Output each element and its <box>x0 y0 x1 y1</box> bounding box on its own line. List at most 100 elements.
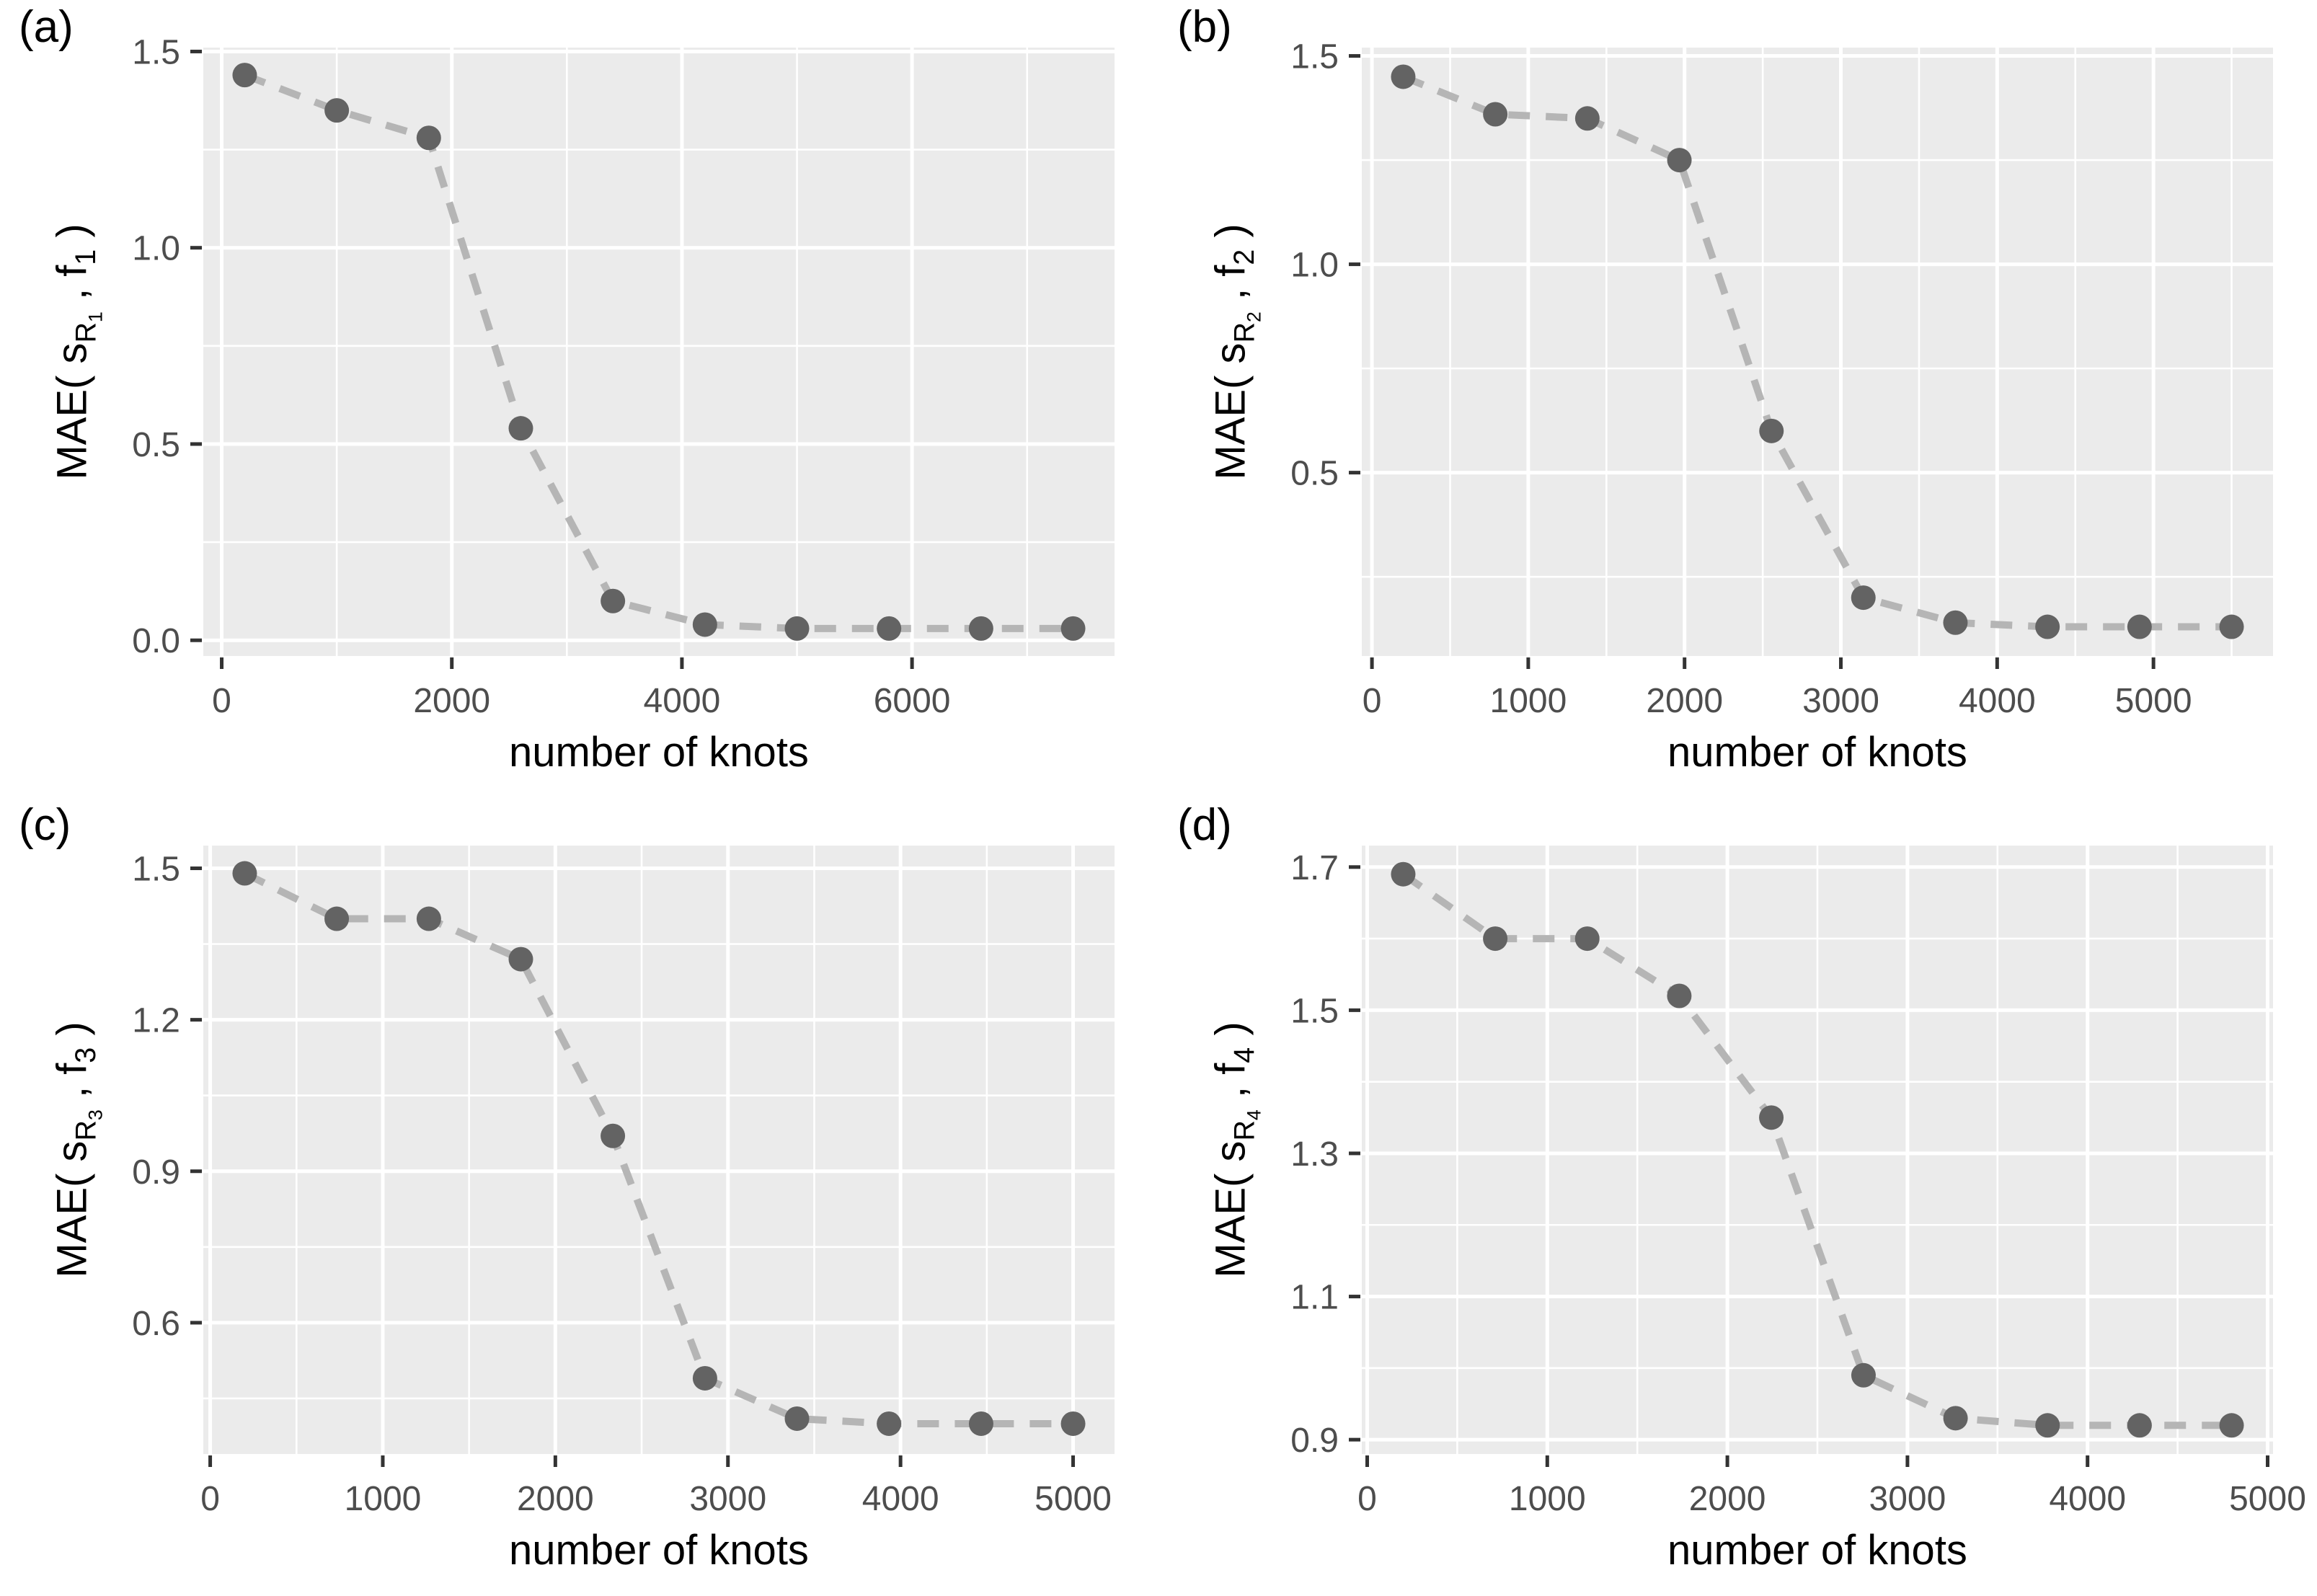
x-tick-label: 1000 <box>1509 1480 1586 1518</box>
panel-a-plot: 0 2000 4000 6000 0.0 0.5 1.0 1.5 <box>132 33 1115 720</box>
y-tick-labels: 0.5 1.0 1.5 <box>1290 38 1339 493</box>
data-point <box>1667 148 1692 173</box>
data-point <box>1574 926 1600 952</box>
x-tick-label: 2000 <box>1689 1480 1766 1518</box>
data-point <box>877 1411 902 1436</box>
x-tick-label: 3000 <box>689 1480 766 1518</box>
data-point <box>232 63 257 88</box>
panel-c-y-axis-title: MAE( sR3 , f3 ) <box>48 1021 106 1278</box>
panel-a-y-axis-title: MAE( sR1 , f1 ) <box>48 223 106 480</box>
x-tick-label: 4000 <box>1959 682 2036 720</box>
data-point <box>232 861 257 886</box>
major-gridlines <box>203 846 1115 1454</box>
x-tick-label: 2000 <box>1646 682 1723 720</box>
y-tick-label: 0.9 <box>132 1153 180 1192</box>
y-tick-label: 0.5 <box>1290 455 1339 493</box>
y-tick-label: 1.2 <box>132 1002 180 1040</box>
panel-c: (c) MAE( sR3 , f3 ) 0 1000 2000 3000 4000 500… <box>0 798 1158 1596</box>
y-tick-label: 1.7 <box>1290 849 1339 887</box>
data-point <box>784 616 810 641</box>
y-tick-label: 1.1 <box>1290 1279 1339 1317</box>
x-tick-labels: 0 1000 2000 3000 4000 5000 <box>1357 1480 2306 1518</box>
data-point <box>1943 610 1968 635</box>
data-point <box>324 906 350 931</box>
plot-panel-background <box>203 48 1115 656</box>
data-point <box>2219 1413 2244 1438</box>
data-point <box>416 906 441 931</box>
x-tick-label: 0 <box>200 1480 220 1518</box>
data-point <box>2035 614 2060 639</box>
x-tick-label: 3000 <box>1869 1480 1946 1518</box>
panel-b: (b) MAE( sR2 , f2 ) 0 1000 2000 3000 4000 500… <box>1158 0 2317 798</box>
x-tick-label: 5000 <box>1035 1480 1112 1518</box>
y-tick-label: 1.0 <box>1290 247 1339 285</box>
x-tick-label: 1000 <box>345 1480 422 1518</box>
panel-c-x-axis-title: number of knots <box>509 1527 809 1574</box>
minor-gridlines <box>1362 48 2273 656</box>
data-point <box>1759 1105 1784 1130</box>
panel-b-x-axis-title: number of knots <box>1667 729 1967 776</box>
panel-a-x-axis-title: number of knots <box>509 729 809 776</box>
y-tick-label: 1.0 <box>132 230 180 268</box>
y-tick-label: 0.9 <box>1290 1422 1339 1460</box>
data-point <box>1391 861 1416 887</box>
data-point <box>2127 614 2152 639</box>
minor-gridlines <box>203 48 1115 656</box>
x-tick-labels: 0 1000 2000 3000 4000 5000 <box>200 1480 1112 1518</box>
data-point <box>692 612 717 637</box>
data-point <box>1943 1406 1968 1431</box>
data-point <box>601 588 626 613</box>
panel-d-x-axis-title: number of knots <box>1667 1527 1967 1574</box>
data-point <box>601 1123 626 1148</box>
axis-tick-marks <box>190 49 914 669</box>
minor-gridlines <box>203 846 1115 1454</box>
data-point <box>784 1406 810 1431</box>
panel-d-y-axis-title: MAE( sR4 , f4 ) <box>1207 1021 1264 1278</box>
x-tick-label: 4000 <box>862 1480 939 1518</box>
axis-tick-marks <box>1349 54 2156 669</box>
axis-tick-marks <box>1349 865 2270 1467</box>
panel-a: (a) MAE( sR1 , f1 ) 0 2000 4000 6000 0.0 0.5 1… <box>0 0 1158 798</box>
data-points <box>1391 861 2244 1438</box>
panel-c-plot: 0 1000 2000 3000 4000 5000 0.6 0.9 1.2 1.5 <box>132 846 1115 1518</box>
data-point <box>1574 106 1600 131</box>
data-point <box>1483 102 1508 127</box>
y-tick-label: 1.5 <box>1290 38 1339 76</box>
x-tick-label: 4000 <box>644 682 721 720</box>
data-points <box>232 861 1086 1436</box>
data-point <box>692 1365 717 1391</box>
data-points <box>1391 64 2244 639</box>
data-point <box>968 1411 993 1436</box>
x-tick-label: 1000 <box>1490 682 1567 720</box>
x-tick-label: 4000 <box>2049 1480 2126 1518</box>
data-point <box>1851 1362 1876 1388</box>
axis-tick-marks <box>190 866 1076 1467</box>
series-dashed-line <box>243 870 1073 1427</box>
data-point <box>1060 616 1086 641</box>
data-point <box>324 98 350 123</box>
panel-d-letter: (d) <box>1177 800 1232 850</box>
panel-a-letter: (a) <box>19 2 74 52</box>
x-tick-label: 0 <box>1357 1480 1377 1518</box>
panel-b-y-axis-title: MAE( sR2 , f2 ) <box>1207 223 1264 480</box>
x-tick-labels: 0 1000 2000 3000 4000 5000 <box>1363 682 2192 720</box>
x-tick-label: 3000 <box>1802 682 1879 720</box>
x-tick-label: 2000 <box>413 682 490 720</box>
data-points <box>232 63 1086 641</box>
x-tick-label: 2000 <box>517 1480 594 1518</box>
data-point <box>1759 418 1784 443</box>
data-point <box>877 616 902 641</box>
y-tick-labels: 0.9 1.1 1.3 1.5 1.7 <box>1290 849 1339 1460</box>
data-point <box>1060 1411 1086 1436</box>
panel-d: (d) MAE( sR4 , f4 ) 0 1000 2000 3000 4000 500… <box>1158 798 2317 1596</box>
x-tick-label: 6000 <box>874 682 951 720</box>
series-dashed-line <box>243 71 1073 632</box>
data-point <box>2035 1413 2060 1438</box>
y-tick-label: 1.5 <box>132 33 180 71</box>
x-tick-labels: 0 2000 4000 6000 <box>212 682 950 720</box>
y-tick-label: 1.5 <box>1290 992 1339 1030</box>
panel-b-letter: (b) <box>1177 2 1232 52</box>
data-point <box>2219 614 2244 639</box>
data-point <box>1667 983 1692 1008</box>
data-point <box>508 416 533 441</box>
